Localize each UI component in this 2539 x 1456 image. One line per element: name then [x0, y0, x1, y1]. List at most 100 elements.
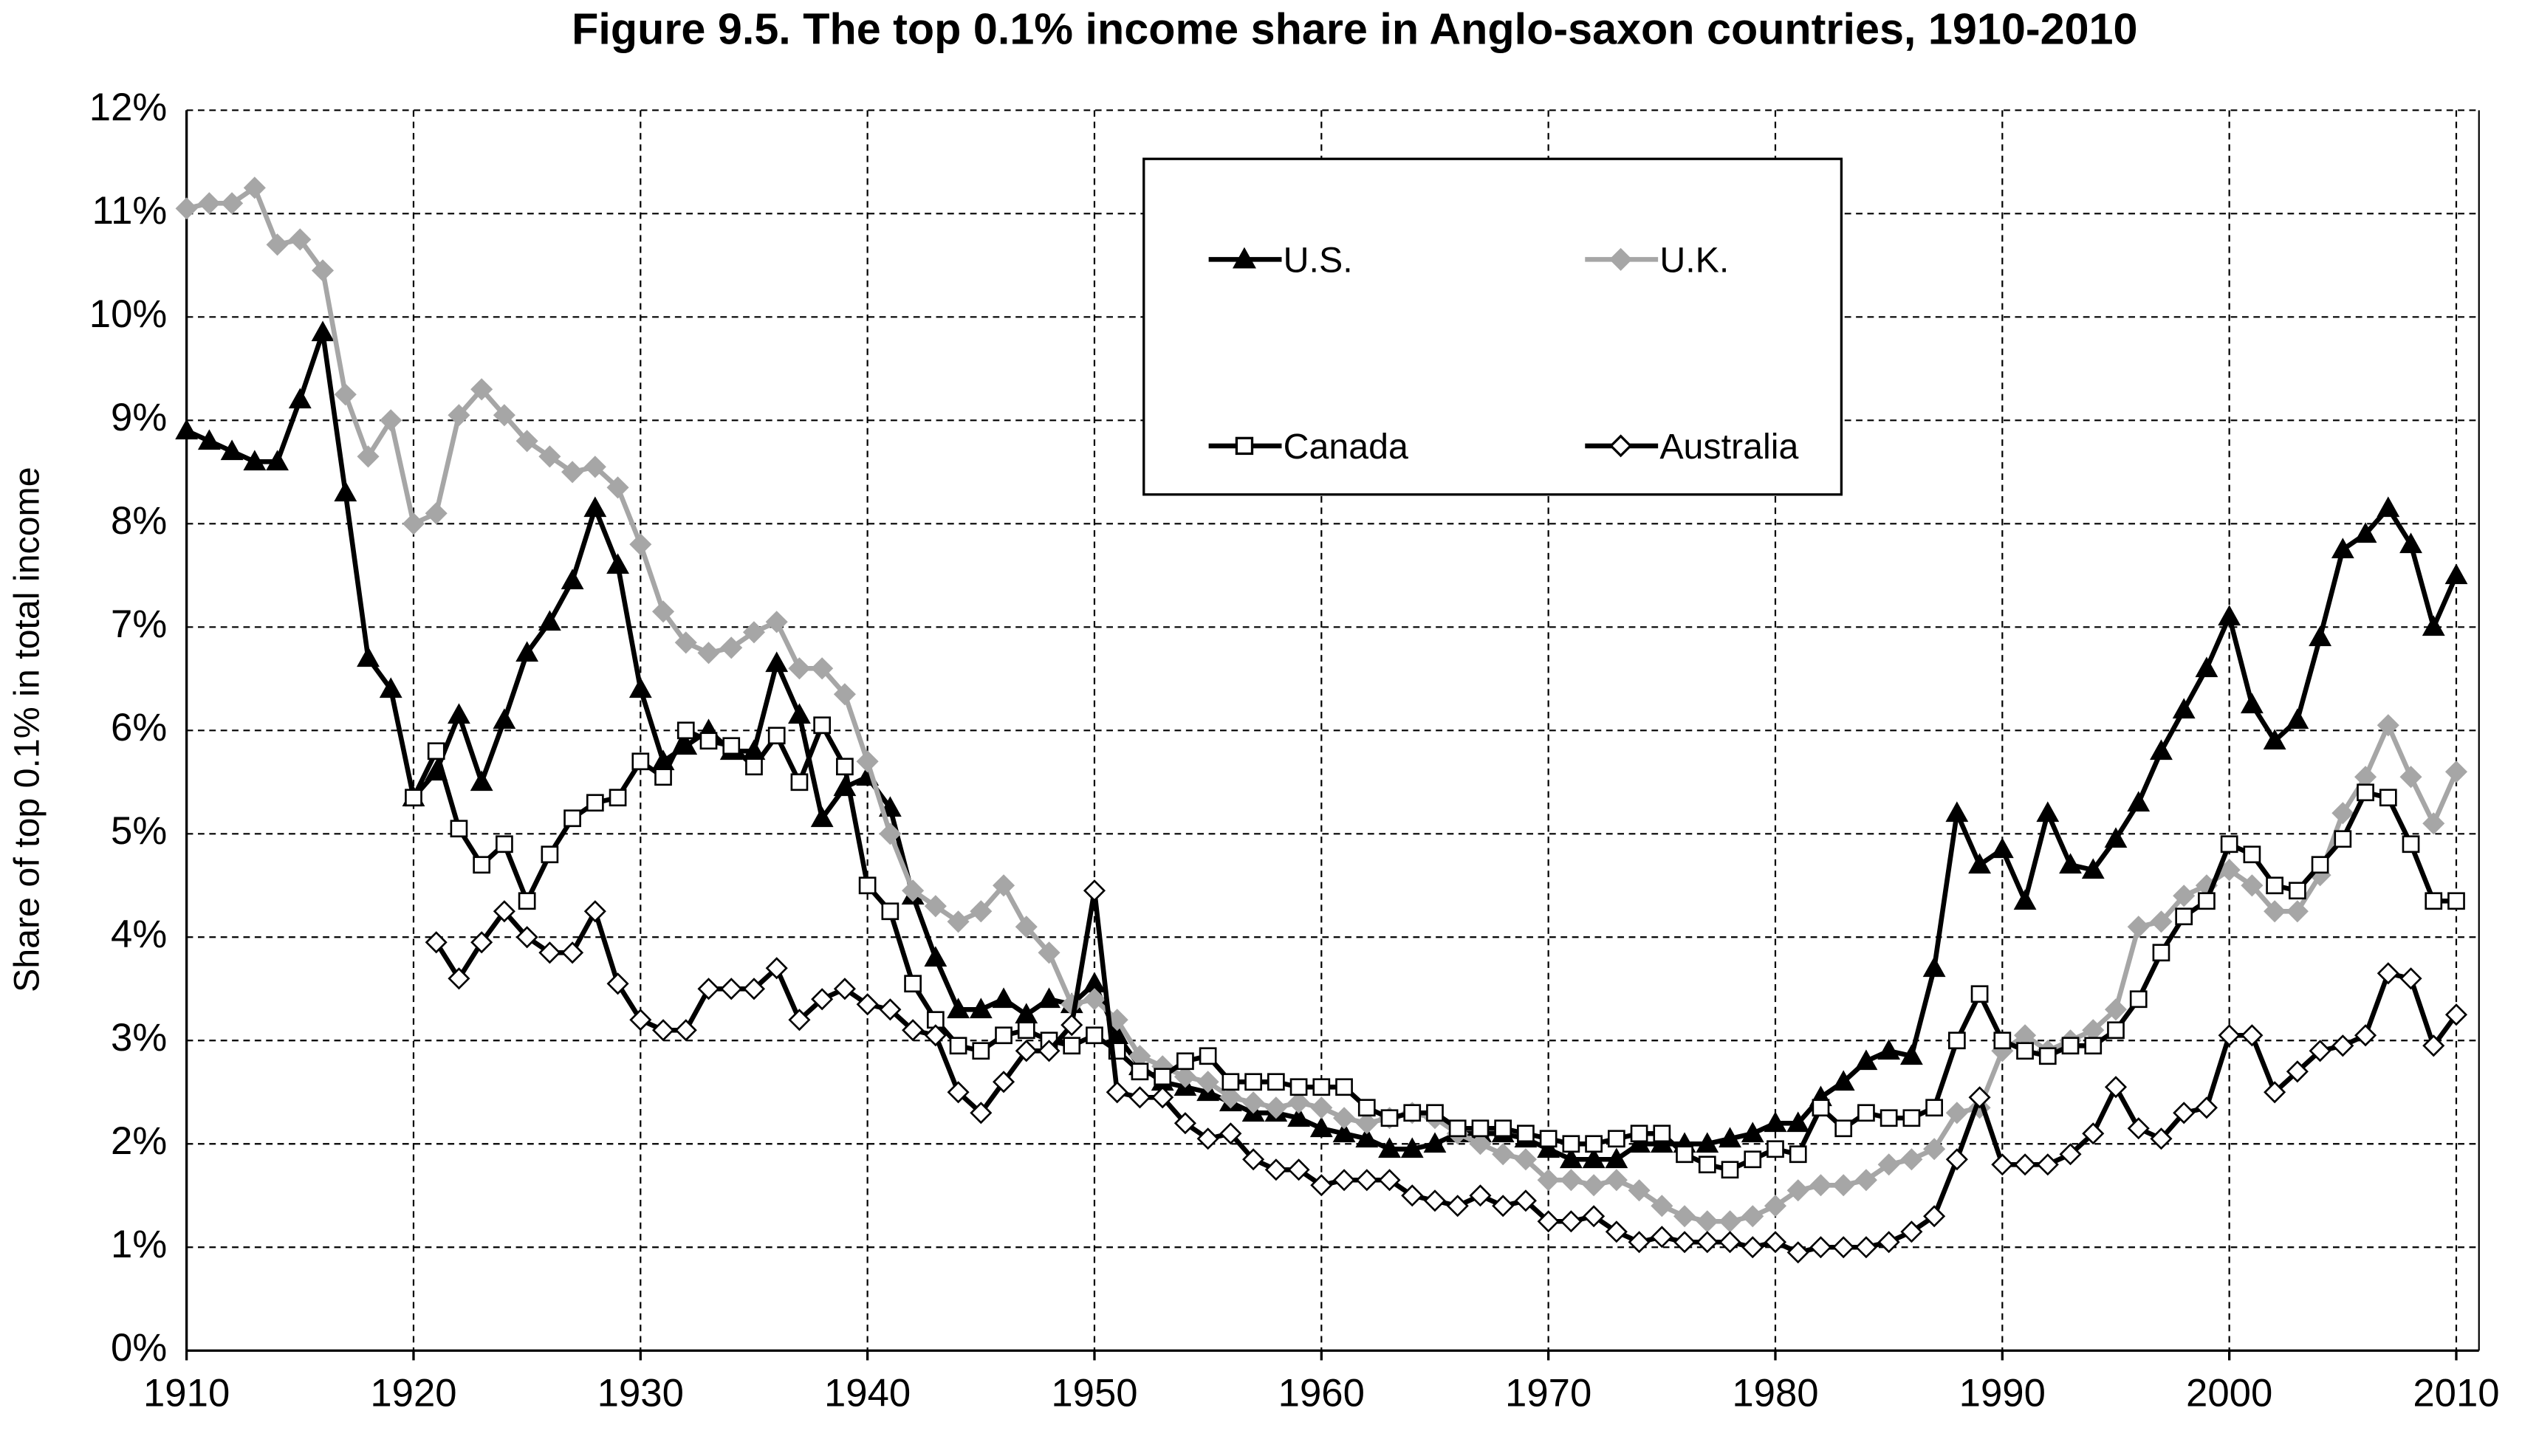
data-point [856, 993, 879, 1016]
data-point [1812, 1099, 1830, 1117]
data-point [1628, 1132, 1651, 1153]
data-point [1267, 1073, 1285, 1091]
data-point [450, 820, 468, 838]
data-point [1448, 1119, 1467, 1138]
y-tick-label: 4% [111, 913, 167, 956]
data-point [1877, 1153, 1900, 1176]
data-point [1605, 1220, 1628, 1243]
data-point [2286, 1060, 2309, 1083]
data-point [493, 900, 515, 923]
data-point [1355, 1169, 1378, 1192]
data-point [2331, 538, 2354, 559]
y-tick-label: 1% [111, 1223, 167, 1266]
data-point [1585, 1135, 1603, 1153]
data-point [902, 1019, 925, 1042]
data-point [1786, 1111, 1810, 1133]
data-point [629, 533, 652, 556]
data-point [1015, 916, 1038, 938]
x-tick-label: 2000 [2186, 1372, 2272, 1415]
data-point [947, 997, 970, 1019]
data-point [561, 461, 584, 484]
data-point [2264, 1081, 2286, 1104]
data-point [2175, 907, 2193, 926]
data-point [631, 752, 650, 771]
x-tick-label: 2010 [2413, 1372, 2499, 1415]
data-point [1945, 1148, 1968, 1171]
data-point [1719, 1231, 1741, 1254]
data-point [2104, 1076, 2128, 1099]
data-point [2016, 1042, 2034, 1060]
data-point [2402, 835, 2420, 854]
data-point [879, 998, 902, 1021]
data-point [1764, 1195, 1787, 1218]
data-point [1786, 1179, 1809, 1202]
data-point [2129, 990, 2148, 1009]
data-point [1696, 1132, 1719, 1153]
data-point [1970, 985, 1989, 1003]
data-point [1403, 1104, 1422, 1122]
data-point [1492, 1143, 1515, 1166]
data-point [1086, 1026, 1103, 1045]
data-point [1628, 1231, 1651, 1254]
data-point [1605, 1147, 1628, 1169]
data-point [2082, 1122, 2105, 1145]
data-point [379, 677, 402, 698]
data-point [606, 972, 629, 995]
data-point [311, 259, 335, 282]
data-point [1651, 1226, 1673, 1249]
data-point [515, 926, 538, 949]
data-point [1310, 1096, 1333, 1119]
data-point [2173, 885, 2196, 907]
data-point [606, 553, 629, 574]
data-point [1923, 1205, 1946, 1228]
data-point [765, 651, 789, 673]
data-point [197, 429, 221, 450]
data-point [1083, 879, 1106, 902]
data-point [2422, 615, 2445, 636]
data-point [1562, 1135, 1580, 1153]
data-point [266, 450, 289, 471]
data-point [198, 192, 221, 215]
data-point [311, 320, 335, 342]
data-point [2311, 856, 2329, 874]
data-point [811, 988, 834, 1011]
data-point [2266, 876, 2283, 895]
data-point [881, 902, 900, 921]
data-point [1196, 1127, 1219, 1150]
data-point [1877, 1231, 1900, 1254]
data-point [1173, 1112, 1196, 1135]
data-point [1945, 801, 1969, 823]
data-point [1902, 1109, 1921, 1127]
data-point [1630, 1124, 1648, 1143]
data-point [1832, 1070, 1855, 1091]
data-point [788, 1009, 811, 1031]
y-tick-label: 9% [111, 396, 167, 439]
data-point [2127, 1117, 2150, 1140]
data-point [699, 732, 718, 750]
data-point [288, 388, 312, 409]
data-point [1583, 1174, 1606, 1197]
data-point [496, 835, 513, 854]
data-point [448, 404, 470, 427]
data-point [2218, 1024, 2241, 1047]
data-point [1537, 1137, 1560, 1158]
data-point [2150, 739, 2173, 760]
data-point [1923, 1138, 1946, 1161]
data-point [1287, 1158, 1310, 1181]
x-tick-label: 1950 [1051, 1372, 1137, 1415]
data-point [175, 197, 198, 220]
y-tick-label: 10% [89, 292, 168, 336]
data-point [1426, 1104, 1444, 1122]
data-point [969, 997, 993, 1019]
y-tick-label: 11% [92, 189, 168, 233]
data-point [1400, 1137, 1424, 1158]
data-point [697, 978, 720, 1000]
data-point [175, 419, 199, 440]
data-point [1264, 1096, 1287, 1119]
data-point [992, 1071, 1015, 1093]
data-point [1696, 1231, 1719, 1254]
data-point [1537, 1169, 1560, 1192]
data-point [1877, 1039, 1901, 1060]
data-point [2152, 944, 2170, 962]
